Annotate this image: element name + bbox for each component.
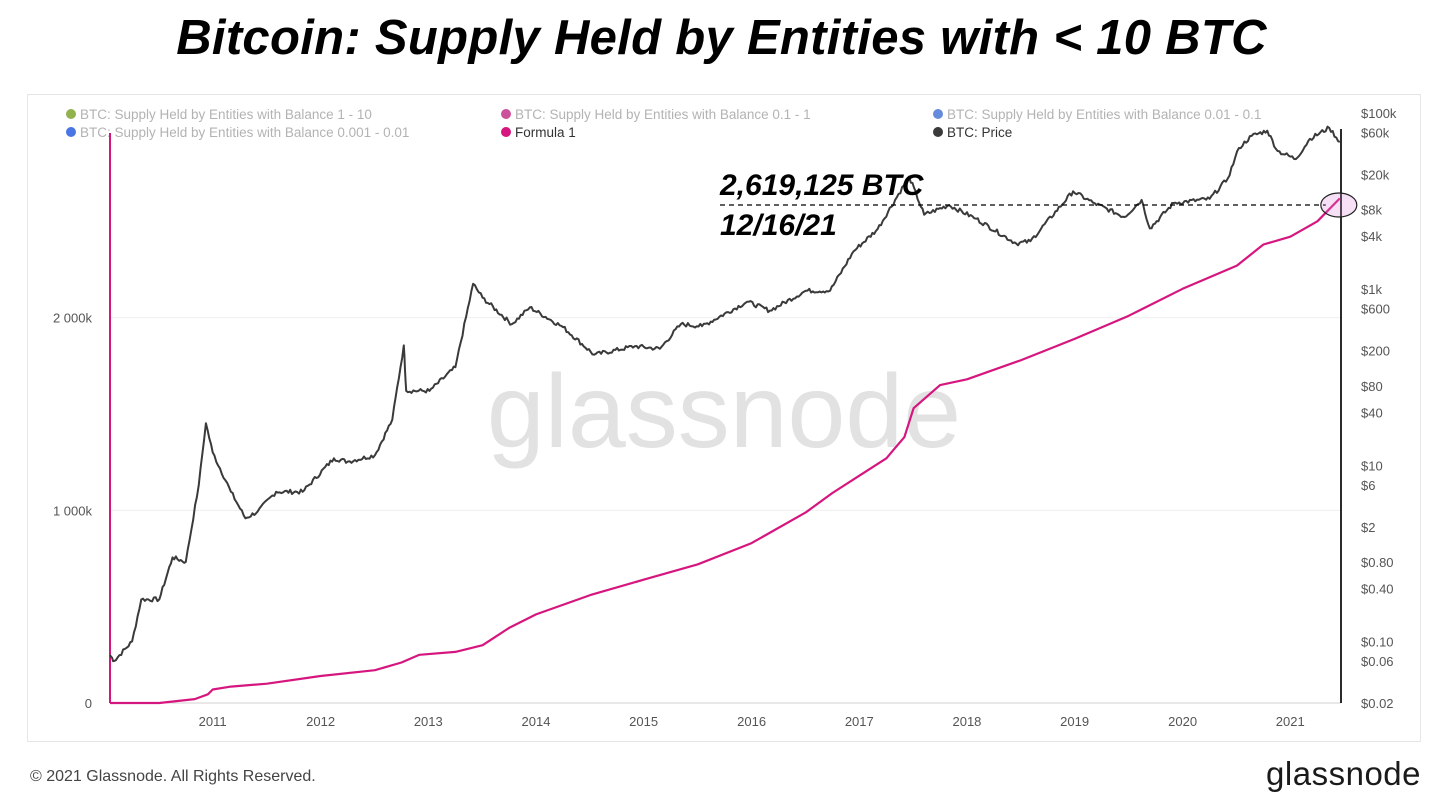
legend-marker-1 [501,109,511,119]
y-right-tick-label: $0.06 [1361,654,1394,669]
legend-marker-3 [66,127,76,137]
copyright-text: © 2021 Glassnode. All Rights Reserved. [30,768,316,785]
y-right-tick-label: $2 [1361,520,1375,535]
y-right-tick-label: $4k [1361,229,1382,244]
y-right-tick-label: $20k [1361,168,1390,183]
y-right-tick-label: $60k [1361,126,1390,141]
x-tick-label: 2021 [1276,714,1305,729]
annotation-value: 2,619,125 BTC [719,169,925,202]
legend-label-2: BTC: Supply Held by Entities with Balanc… [947,107,1261,122]
x-tick-label: 2020 [1168,714,1197,729]
y-right-tick-label: $10 [1361,458,1383,473]
annotation-date: 12/16/21 [720,209,837,242]
y-left-tick-label: 0 [85,696,92,711]
series-supply-line [110,197,1341,705]
y-right-tick-label: $0.02 [1361,696,1394,711]
y-right-tick-label: $0.40 [1361,581,1394,596]
y-right-tick-label: $100k [1361,106,1397,121]
x-tick-label: 2016 [737,714,766,729]
y-right-tick-label: $80 [1361,379,1383,394]
legend-label-5: BTC: Price [947,125,1012,140]
legend-marker-2 [933,109,943,119]
legend-label-1: BTC: Supply Held by Entities with Balanc… [515,107,811,122]
y-right-tick-label: $40 [1361,405,1383,420]
x-tick-label: 2013 [414,714,443,729]
legend-marker-4 [501,127,511,137]
y-right-tick-label: $0.80 [1361,555,1394,570]
x-tick-label: 2012 [306,714,335,729]
y-right-tick-label: $600 [1361,302,1390,317]
y-right-tick-label: $6 [1361,478,1375,493]
y-right-tick-label: $1k [1361,282,1382,297]
series-price-line [109,125,1341,663]
x-tick-label: 2017 [845,714,874,729]
chart-title: Bitcoin: Supply Held by Entities with < … [176,11,1267,65]
x-tick-label: 2015 [629,714,658,729]
y-left-tick-label: 2 000k [53,311,93,326]
y-right-tick-label: $8k [1361,203,1382,218]
legend-marker-0 [66,109,76,119]
y-right-tick-label: $200 [1361,344,1390,359]
chart-svg: glassnode 0 1 000k 2 000k 2011 2012 2013 2014 20… [53,106,1397,729]
y-right-tick-label: $0.10 [1361,634,1394,649]
glassnode-logo: glassnode [1266,755,1421,792]
watermark: glassnode [487,354,961,470]
legend-label-3: BTC: Supply Held by Entities with Balanc… [80,125,409,140]
x-tick-label: 2018 [952,714,981,729]
legend-label-4: Formula 1 [515,125,576,140]
annotation-circle [1320,192,1358,218]
legend-label-0: BTC: Supply Held by Entities with Balanc… [80,107,372,122]
chart-panel: glassnode 0 1 000k 2 000k 2011 2012 2013 2014 20… [27,94,1421,742]
x-tick-label: 2014 [522,714,551,729]
y-left-tick-label: 1 000k [53,503,93,518]
x-tick-label: 2019 [1060,714,1089,729]
legend-marker-5 [933,127,943,137]
x-tick-label: 2011 [199,714,227,729]
